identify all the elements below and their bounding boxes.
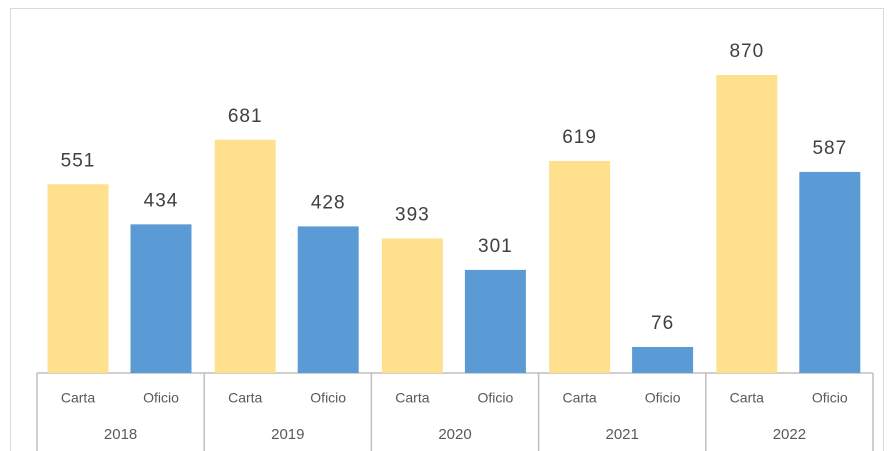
x-tick-label: Carta bbox=[228, 390, 262, 406]
data-label: 434 bbox=[144, 190, 179, 211]
x-tick-label: Oficio bbox=[310, 390, 346, 406]
bar bbox=[799, 171, 861, 373]
bar bbox=[47, 184, 109, 373]
bar bbox=[381, 238, 443, 373]
data-label: 76 bbox=[651, 313, 674, 334]
x-tick-label: Carta bbox=[395, 390, 429, 406]
x-tick-label: Carta bbox=[61, 390, 95, 406]
bar bbox=[297, 226, 359, 373]
data-label: 393 bbox=[395, 204, 430, 225]
x-tick-label: Carta bbox=[730, 390, 764, 406]
x-tick-label: Oficio bbox=[478, 390, 514, 406]
x-tick-label: Oficio bbox=[812, 390, 848, 406]
bar bbox=[464, 269, 526, 373]
x-group-label: 2020 bbox=[438, 426, 471, 443]
chart-frame bbox=[10, 8, 884, 451]
x-group-label: 2022 bbox=[773, 426, 806, 443]
data-label: 619 bbox=[562, 127, 597, 148]
x-group-label: 2018 bbox=[104, 426, 137, 443]
data-label: 681 bbox=[228, 106, 263, 127]
bar bbox=[549, 160, 611, 373]
data-label: 551 bbox=[61, 150, 96, 171]
data-label: 870 bbox=[729, 41, 764, 62]
bar bbox=[214, 139, 276, 373]
bar bbox=[130, 224, 192, 373]
x-tick-label: Carta bbox=[562, 390, 596, 406]
bar bbox=[716, 75, 778, 373]
x-tick-label: Oficio bbox=[645, 390, 681, 406]
bar bbox=[632, 346, 694, 373]
x-group-label: 2019 bbox=[271, 426, 304, 443]
x-group-label: 2021 bbox=[606, 426, 639, 443]
data-label: 428 bbox=[311, 192, 346, 213]
x-tick-label: Oficio bbox=[143, 390, 179, 406]
data-label: 301 bbox=[478, 236, 513, 257]
data-label: 587 bbox=[812, 138, 847, 159]
